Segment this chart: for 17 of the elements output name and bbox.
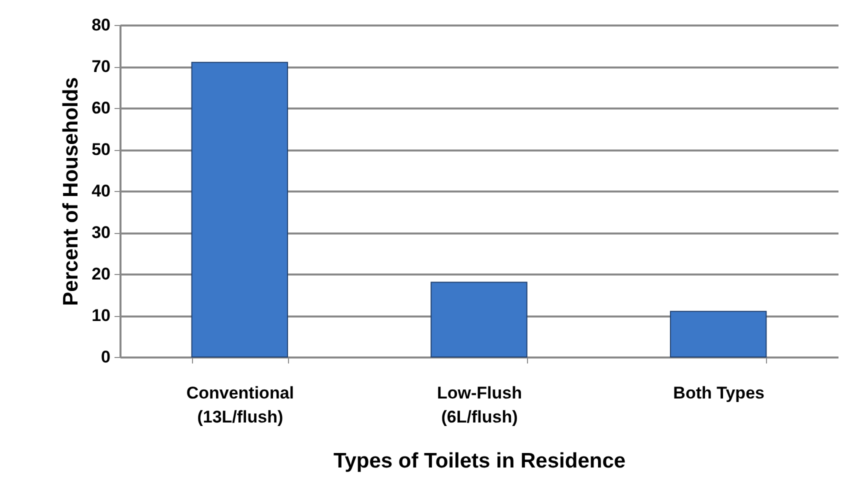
y-tick-label: 20 (92, 264, 110, 284)
y-tick-label: 50 (92, 140, 110, 159)
x-tick-label: Both Types (673, 384, 764, 402)
bar (191, 62, 288, 358)
y-tick-label: 0 (101, 348, 110, 366)
bar (430, 282, 528, 358)
x-axis-title: Types of Toilets in Residence (333, 450, 626, 472)
bar (670, 310, 767, 358)
y-tick-label: 40 (92, 182, 110, 200)
y-tick-label: 30 (92, 223, 110, 242)
y-tick-label: 60 (92, 98, 110, 118)
x-tick-label: Conventional (13L/flush) (186, 384, 294, 426)
y-tick-label: 70 (92, 57, 110, 76)
x-tick-label: Low-Flush (6L/flush) (437, 384, 522, 426)
y-axis-title: Percent of Households (60, 77, 83, 306)
y-tick-label: 80 (92, 16, 110, 34)
y-tick-label: 10 (92, 306, 110, 325)
